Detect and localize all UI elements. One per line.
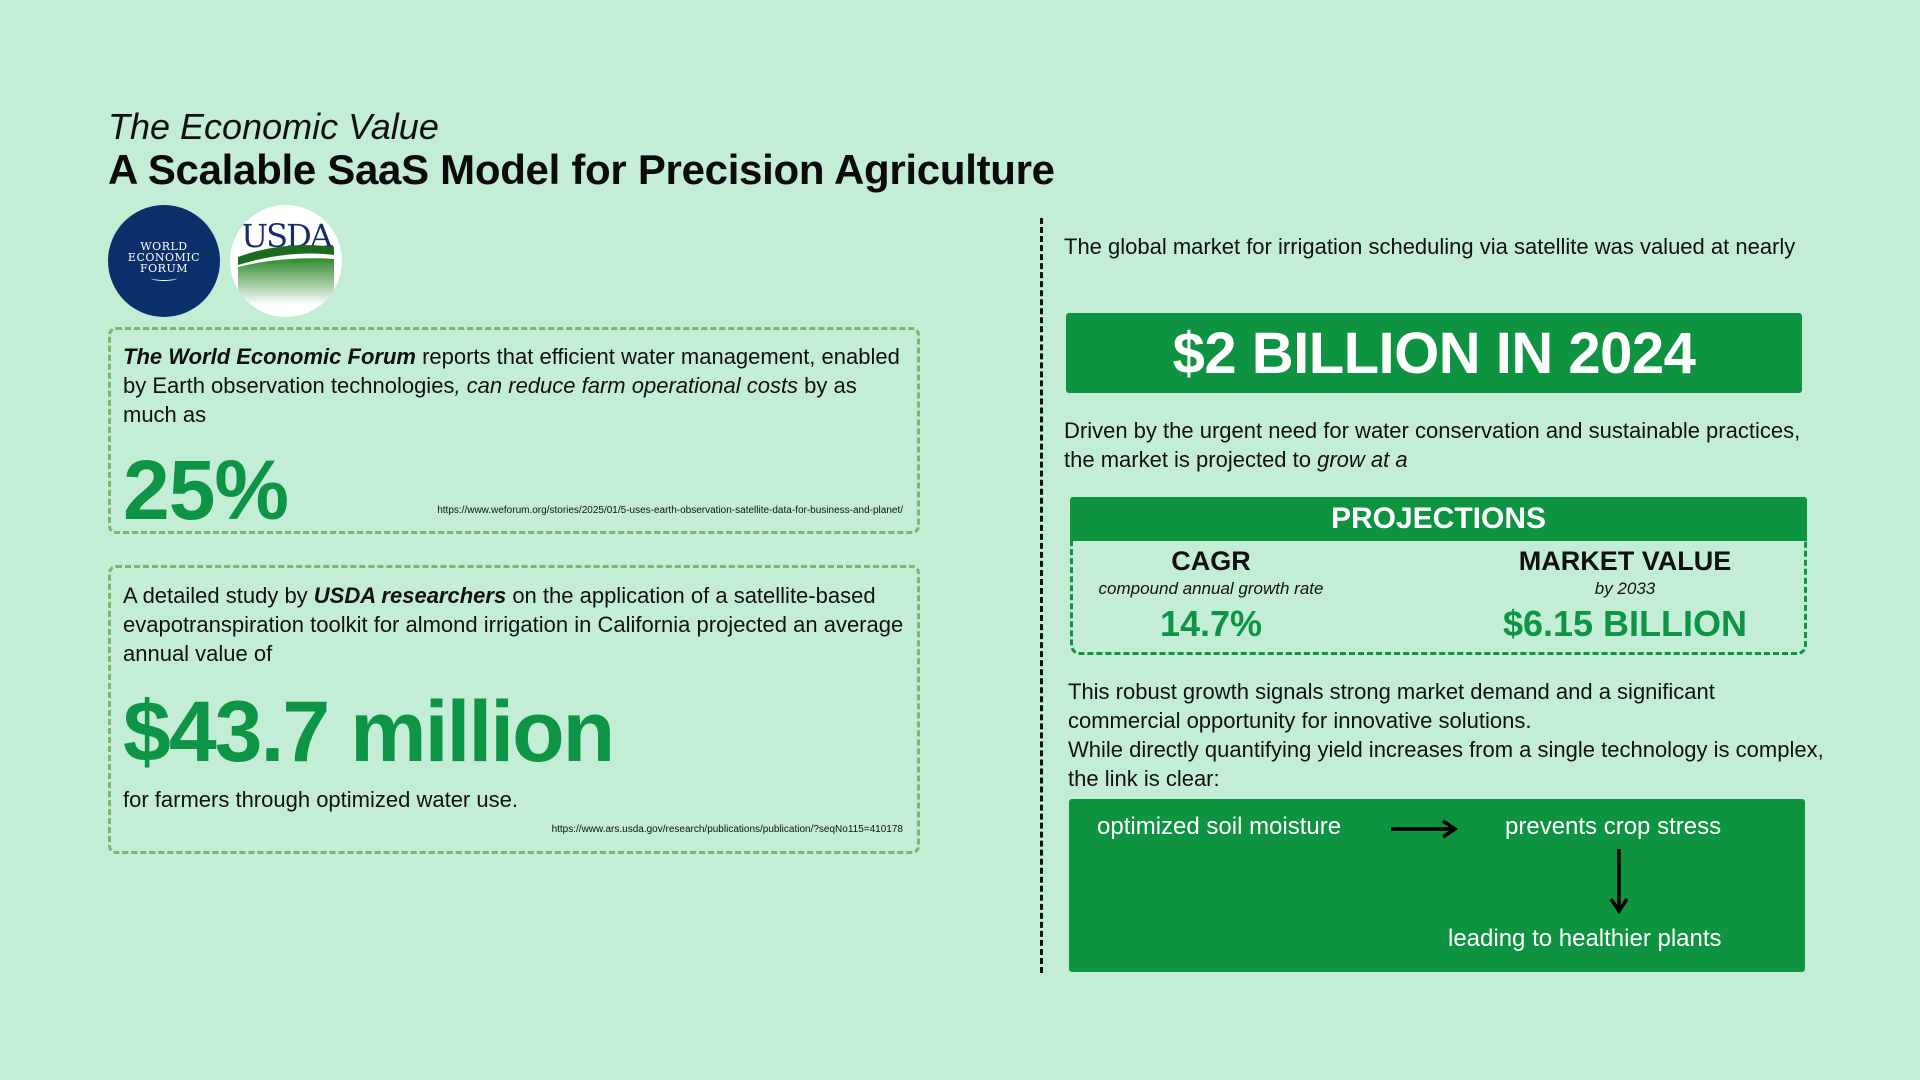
growth-summary-text: This robust growth signals strong market… [1068, 677, 1828, 793]
page-title: A Scalable SaaS Model for Precision Agri… [108, 146, 1055, 193]
wef-logo-line: ECONOMIC [127, 251, 201, 264]
usda-text-2: on the application of a satellite-based … [123, 583, 904, 666]
flow-step-crop-stress: prevents crop stress [1505, 813, 1722, 840]
usda-stat-card: A detailed study by USDA researchers on … [108, 565, 920, 854]
wef-swoosh-icon [151, 275, 177, 281]
wef-emphasis: , can reduce farm operational costs [454, 373, 799, 398]
wef-stat-value: 25% [123, 443, 289, 537]
usda-stat-value: $43.7 million [123, 684, 615, 780]
usda-logo: USDA [230, 205, 342, 317]
wef-source-link[interactable]: https://www.weforum.org/stories/2025/01/… [437, 505, 903, 516]
projections-body: CAGR compound annual growth rate 14.7% M… [1070, 537, 1807, 655]
wef-text-1: reports that efficient water management,… [123, 344, 900, 398]
cagr-column: CAGR compound annual growth rate 14.7% [1077, 537, 1345, 645]
market-value-banner: $2 BILLION IN 2024 [1066, 313, 1802, 393]
arrow-down-icon [1609, 849, 1629, 915]
world-economic-forum-logo: WORLD ECONOMIC FORUM [108, 205, 220, 317]
wef-logo-line: WORLD [140, 240, 188, 253]
cagr-value: 14.7% [1159, 603, 1263, 644]
usda-org-name: USDA researchers [313, 583, 507, 608]
market-value-amount: $6.15 BILLION [1502, 603, 1748, 644]
wef-logo-line: FORUM [140, 262, 188, 275]
market-intro-text: The global market for irrigation schedul… [1064, 234, 1796, 259]
benefit-flow-panel: optimized soil moisture prevents crop st… [1069, 799, 1805, 972]
wef-org-name: The World Economic Forum [123, 344, 416, 369]
cagr-sublabel: compound annual growth rate [1098, 579, 1324, 598]
driven-text-1: Driven by the urgent need for water cons… [1064, 418, 1801, 472]
page-subtitle: The Economic Value [108, 106, 439, 147]
column-divider [1040, 218, 1043, 973]
wef-stat-card: The World Economic Forum reports that ef… [108, 327, 920, 537]
driven-emphasis: grow at a [1317, 447, 1408, 472]
wef-card-text: The World Economic Forum reports that ef… [123, 342, 913, 429]
usda-after-text: for farmers through optimized water use. [123, 787, 518, 812]
market-value-sublabel: by 2033 [1594, 579, 1656, 598]
projections-header: PROJECTIONS [1070, 497, 1807, 541]
wef-text-2: by as much as [123, 373, 857, 427]
cagr-label: CAGR [1171, 546, 1251, 576]
market-value-label: MARKET VALUE [1518, 546, 1732, 576]
usda-source-link[interactable]: https://www.ars.usda.gov/research/public… [551, 824, 903, 835]
robust-text-2: While directly quantifying yield increas… [1068, 737, 1824, 791]
usda-fields-icon [238, 245, 334, 305]
robust-text-1: This robust growth signals strong market… [1068, 679, 1715, 733]
market-driver-text: Driven by the urgent need for water cons… [1064, 416, 1824, 474]
flow-step-healthier-plants: leading to healthier plants [1448, 925, 1722, 952]
usda-text-1: A detailed study by [123, 583, 314, 608]
arrow-right-icon [1391, 819, 1459, 839]
market-value-column: MARKET VALUE by 2033 $6.15 BILLION [1475, 537, 1775, 645]
usda-card-text: A detailed study by USDA researchers on … [123, 581, 913, 668]
projections-panel: PROJECTIONS CAGR compound annual growth … [1070, 497, 1807, 657]
flow-step-soil-moisture: optimized soil moisture [1097, 813, 1342, 840]
